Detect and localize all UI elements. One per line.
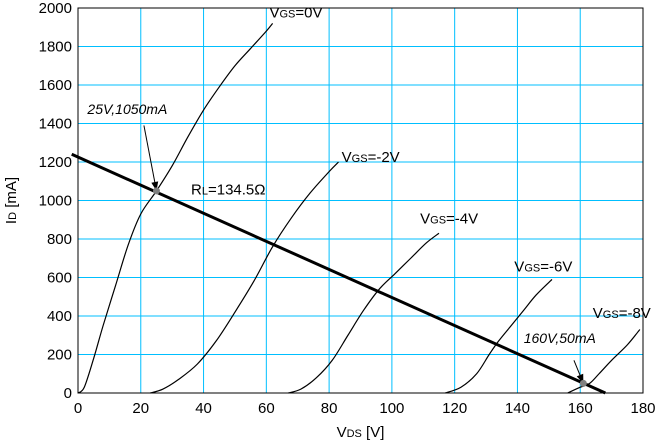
x-axis-label-unit: [V] [362, 424, 385, 441]
operating-point-arrow [143, 125, 157, 191]
y-axis-label-unit: [mA] [3, 177, 20, 212]
y-tick-label: 1400 [39, 116, 72, 133]
y-tick-label: 1600 [39, 77, 72, 94]
vgs-curve-2 [288, 232, 440, 394]
x-tick-label: 80 [321, 400, 338, 417]
operating-point-marker [152, 187, 160, 195]
vgs-curve-label-1: VGS=-2V [342, 149, 400, 166]
vgs-curve-label-4: VGS=-8V [593, 305, 651, 322]
operating-point-marker [579, 379, 587, 387]
y-axis-label: ID [mA] [3, 177, 20, 224]
vgs-curve-1 [150, 161, 339, 394]
operating-points: 25V,1050mA 160V,50mA [86, 101, 596, 387]
y-axis-label-sub: D [7, 212, 19, 220]
x-tick-label: 120 [442, 400, 467, 417]
x-tick-label: 0 [74, 400, 82, 417]
x-axis-label: VDS [V] [337, 424, 385, 441]
y-tick-label: 0 [64, 385, 72, 402]
vgs-curve-0 [77, 23, 274, 394]
operating-point-label: 25V,1050mA [86, 101, 167, 117]
vgs-curve-label-2: VGS=-4V [420, 211, 478, 228]
y-tick-label: 400 [47, 308, 72, 325]
operating-point-label: 160V,50mA [524, 330, 596, 346]
vgs-curve-label-0: VGS=0V [269, 5, 322, 22]
x-tick-label: 40 [195, 400, 212, 417]
curve-labels: VGS=0V VGS=-2V VGS=-4V VGS=-6V VGS=-8V RL=134… [191, 5, 651, 322]
tick-labels: 0 20 40 60 80 100 120 140 160 1800200400600800100… [39, 0, 656, 417]
x-tick-label: 180 [630, 400, 655, 417]
vgs-curve-label-3: VGS=-6V [514, 259, 572, 276]
vgs-curve-3 [445, 278, 553, 394]
x-axis-label-main: V [337, 424, 347, 441]
curves [77, 23, 641, 394]
y-tick-label: 800 [47, 231, 72, 248]
y-tick-label: 600 [47, 270, 72, 287]
x-tick-label: 140 [505, 400, 530, 417]
y-tick-label: 200 [47, 347, 72, 364]
y-tick-label: 1200 [39, 154, 72, 171]
x-tick-label: 20 [132, 400, 149, 417]
x-axis-label-sub: DS [347, 428, 362, 440]
load-line-group [71, 152, 606, 395]
y-tick-label: 1000 [39, 193, 72, 210]
y-tick-label: 2000 [39, 0, 72, 17]
y-axis-label-main: I [3, 220, 20, 224]
load-line [71, 152, 606, 395]
load-line-label: RL=134.5Ω [191, 182, 265, 199]
plot-frame [77, 7, 644, 394]
vgs-curve-4 [567, 329, 641, 394]
x-tick-label: 100 [379, 400, 404, 417]
x-tick-label: 160 [568, 400, 593, 417]
y-tick-label: 1800 [39, 39, 72, 56]
x-tick-label: 60 [258, 400, 275, 417]
